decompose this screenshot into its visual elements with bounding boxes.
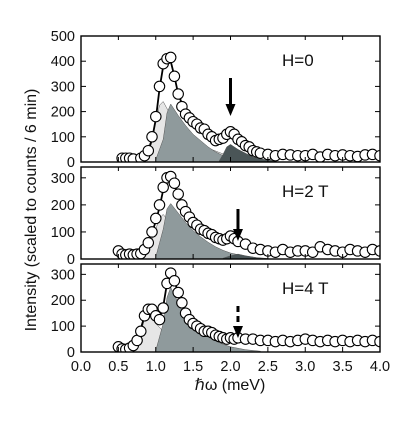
arrow-head xyxy=(232,326,243,338)
x-tick-label: 0.5 xyxy=(108,359,128,375)
y-axis-title: Intensity (scaled to counts / 6 min) xyxy=(23,89,40,332)
x-axis-ticks: 0.0 0.5 1.0 1.5 2.0 2.5 3.0 3.5 4.0 xyxy=(71,359,390,375)
y-tick-label: 500 xyxy=(51,29,75,45)
data-point xyxy=(168,70,181,83)
y-tick-label: 200 xyxy=(51,105,75,121)
x-tick-label: 2.5 xyxy=(258,359,278,375)
data-point xyxy=(164,51,177,64)
x-tick-label: 3.0 xyxy=(295,359,315,375)
panel-label: H=4 T xyxy=(282,279,328,298)
y-tick-label: 300 xyxy=(51,267,75,283)
x-tick-label: 2.0 xyxy=(220,359,240,375)
y-tick-label: 0 xyxy=(67,345,75,361)
y-tick-label: 400 xyxy=(51,54,75,70)
panel-label: H=2 T xyxy=(282,182,328,201)
x-tick-label: 0.0 xyxy=(71,359,91,375)
data-point xyxy=(168,275,181,287)
y-tick-label: 200 xyxy=(51,198,75,214)
y-tick-label: 100 xyxy=(51,319,75,335)
data-point xyxy=(142,144,155,157)
x-tick-label: 1.5 xyxy=(183,359,203,375)
plot-area xyxy=(112,170,380,259)
panel-h4t: 0 100 200 300 H=4 T xyxy=(51,263,381,361)
panel-h0: 0 100 200 300 400 500 H=0 xyxy=(51,29,381,171)
data-point xyxy=(157,181,169,194)
data-point xyxy=(142,237,155,249)
plot-area xyxy=(112,267,380,352)
data-point xyxy=(146,226,158,238)
data-point xyxy=(135,325,147,338)
arrow-head xyxy=(225,104,236,116)
x-tick-label: 4.0 xyxy=(370,359,390,375)
y-tick-label: 300 xyxy=(51,171,75,187)
data-point xyxy=(150,110,162,123)
y-tick-label: 200 xyxy=(51,293,75,309)
panel-label: H=0 xyxy=(282,51,314,70)
arrow-head xyxy=(232,229,243,241)
x-tick-label: 1.0 xyxy=(146,359,166,375)
x-axis-title: ℏω (meV) xyxy=(195,377,266,394)
y-tick-label: 100 xyxy=(51,225,75,241)
data-point xyxy=(157,302,169,314)
data-point xyxy=(150,212,162,225)
data-point xyxy=(176,297,188,309)
data-point xyxy=(168,177,181,189)
data-point xyxy=(153,313,166,326)
y-tick-label: 300 xyxy=(51,79,75,95)
y-tick-label: 0 xyxy=(67,252,75,268)
data-point xyxy=(172,88,184,100)
data-point xyxy=(172,286,184,299)
data-point xyxy=(153,80,166,93)
y-tick-label: 100 xyxy=(51,130,75,146)
data-point xyxy=(153,199,166,211)
data-point xyxy=(146,131,158,143)
x-tick-label: 3.5 xyxy=(333,359,353,375)
plot-area xyxy=(116,51,380,162)
y-tick-label: 0 xyxy=(67,155,75,171)
data-point xyxy=(172,188,184,200)
panel-h2t: 0 100 200 300 H=2 T xyxy=(51,166,381,268)
